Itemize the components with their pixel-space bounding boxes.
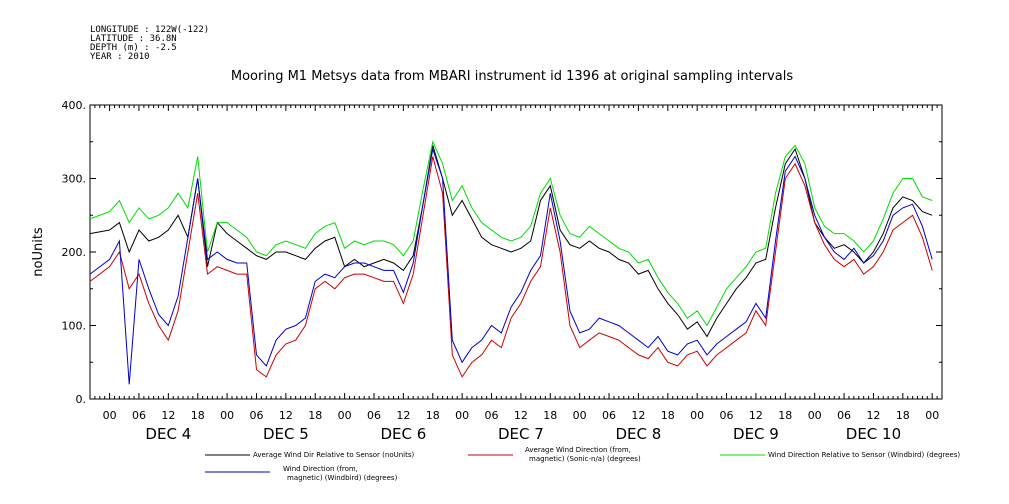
x-tick-label: 00 — [808, 409, 822, 422]
x-tick-label: 12 — [514, 409, 528, 422]
day-label: DEC 7 — [498, 425, 544, 443]
day-label: DEC 10 — [846, 425, 901, 443]
x-tick-label: 00 — [220, 409, 234, 422]
y-axis: 0. 100. 200. 300. 400. — [62, 99, 942, 406]
y-tick-label: 100. — [62, 320, 87, 333]
x-tick-label: 06 — [602, 409, 616, 422]
x-tick-label: 00 — [338, 409, 352, 422]
y-tick-label: 200. — [62, 246, 87, 259]
x-tick-label: 06 — [485, 409, 499, 422]
x-tick-label: 18 — [308, 409, 322, 422]
x-tick-label: 00 — [455, 409, 469, 422]
x-tick-label: 00 — [925, 409, 939, 422]
y-tick-label: 300. — [62, 173, 87, 186]
x-tick-label: 18 — [896, 409, 910, 422]
x-tick-label: 12 — [866, 409, 880, 422]
x-tick-label: 06 — [132, 409, 146, 422]
longitude-label: LONGITUDE : 122W(-122) — [90, 25, 209, 35]
x-tick-label: 18 — [426, 409, 440, 422]
x-tick-label: 12 — [161, 409, 175, 422]
legend-label-1-line2: magnetic) (Sonic-n/a) (degrees) — [529, 455, 641, 463]
chart-title: Mooring M1 Metsys data from MBARI instru… — [231, 69, 793, 84]
y-tick-label: 400. — [62, 99, 87, 112]
x-tick-label: 00 — [690, 409, 704, 422]
legend-label-3: Wind Direction (from, magnetic) (Windbir… — [283, 465, 398, 482]
legend-label-1: Average Wind Direction (from, magnetic) … — [525, 446, 641, 463]
legend-label-2: Wind Direction Relative to Sensor (Windb… — [768, 451, 960, 459]
x-tick-label: 12 — [396, 409, 410, 422]
x-tick-label: 06 — [837, 409, 851, 422]
x-tick-label: 18 — [191, 409, 205, 422]
x-axis: 00 06 12 18 00 06 12 18 00 06 12 18 00 06 12 18 00 06 12 18… — [89, 105, 943, 443]
series-line-0 — [89, 145, 933, 338]
series-line-2 — [89, 140, 933, 327]
x-tick-label: 06 — [367, 409, 381, 422]
x-tick-label: 06 — [720, 409, 734, 422]
x-tick-label: 18 — [661, 409, 675, 422]
series-line-1 — [89, 156, 933, 378]
legend-label-3-line1: Wind Direction (from, — [283, 465, 358, 473]
legend-label-1-line1: Average Wind Direction (from, — [525, 446, 631, 454]
depth-label: DEPTH (m) : -2.5 — [90, 43, 177, 53]
x-tick-label: 18 — [543, 409, 557, 422]
legend-label-3-line2: magnetic) (Windbird) (degrees) — [287, 474, 398, 482]
x-tick-label: 00 — [103, 409, 117, 422]
series-lines — [89, 140, 933, 385]
x-tick-label: 12 — [279, 409, 293, 422]
x-tick-label: 00 — [573, 409, 587, 422]
day-label: DEC 8 — [615, 425, 661, 443]
legend: Average Wind Dir Relative to Sensor (noU… — [205, 446, 960, 482]
day-label: DEC 4 — [145, 425, 191, 443]
x-tick-label: 18 — [778, 409, 792, 422]
day-label: DEC 9 — [733, 425, 779, 443]
x-tick-label: 06 — [249, 409, 263, 422]
year-label: YEAR : 2010 — [90, 52, 150, 62]
day-label: DEC 5 — [263, 425, 309, 443]
series-line-3 — [89, 148, 933, 385]
y-axis-label: noUnits — [31, 227, 46, 277]
latitude-label: LATITUDE : 36.8N — [90, 34, 177, 44]
x-tick-label: 12 — [749, 409, 763, 422]
legend-label-0: Average Wind Dir Relative to Sensor (noU… — [253, 451, 414, 459]
day-label: DEC 6 — [380, 425, 426, 443]
x-tick-label: 12 — [631, 409, 645, 422]
y-tick-label: 0. — [76, 393, 87, 406]
